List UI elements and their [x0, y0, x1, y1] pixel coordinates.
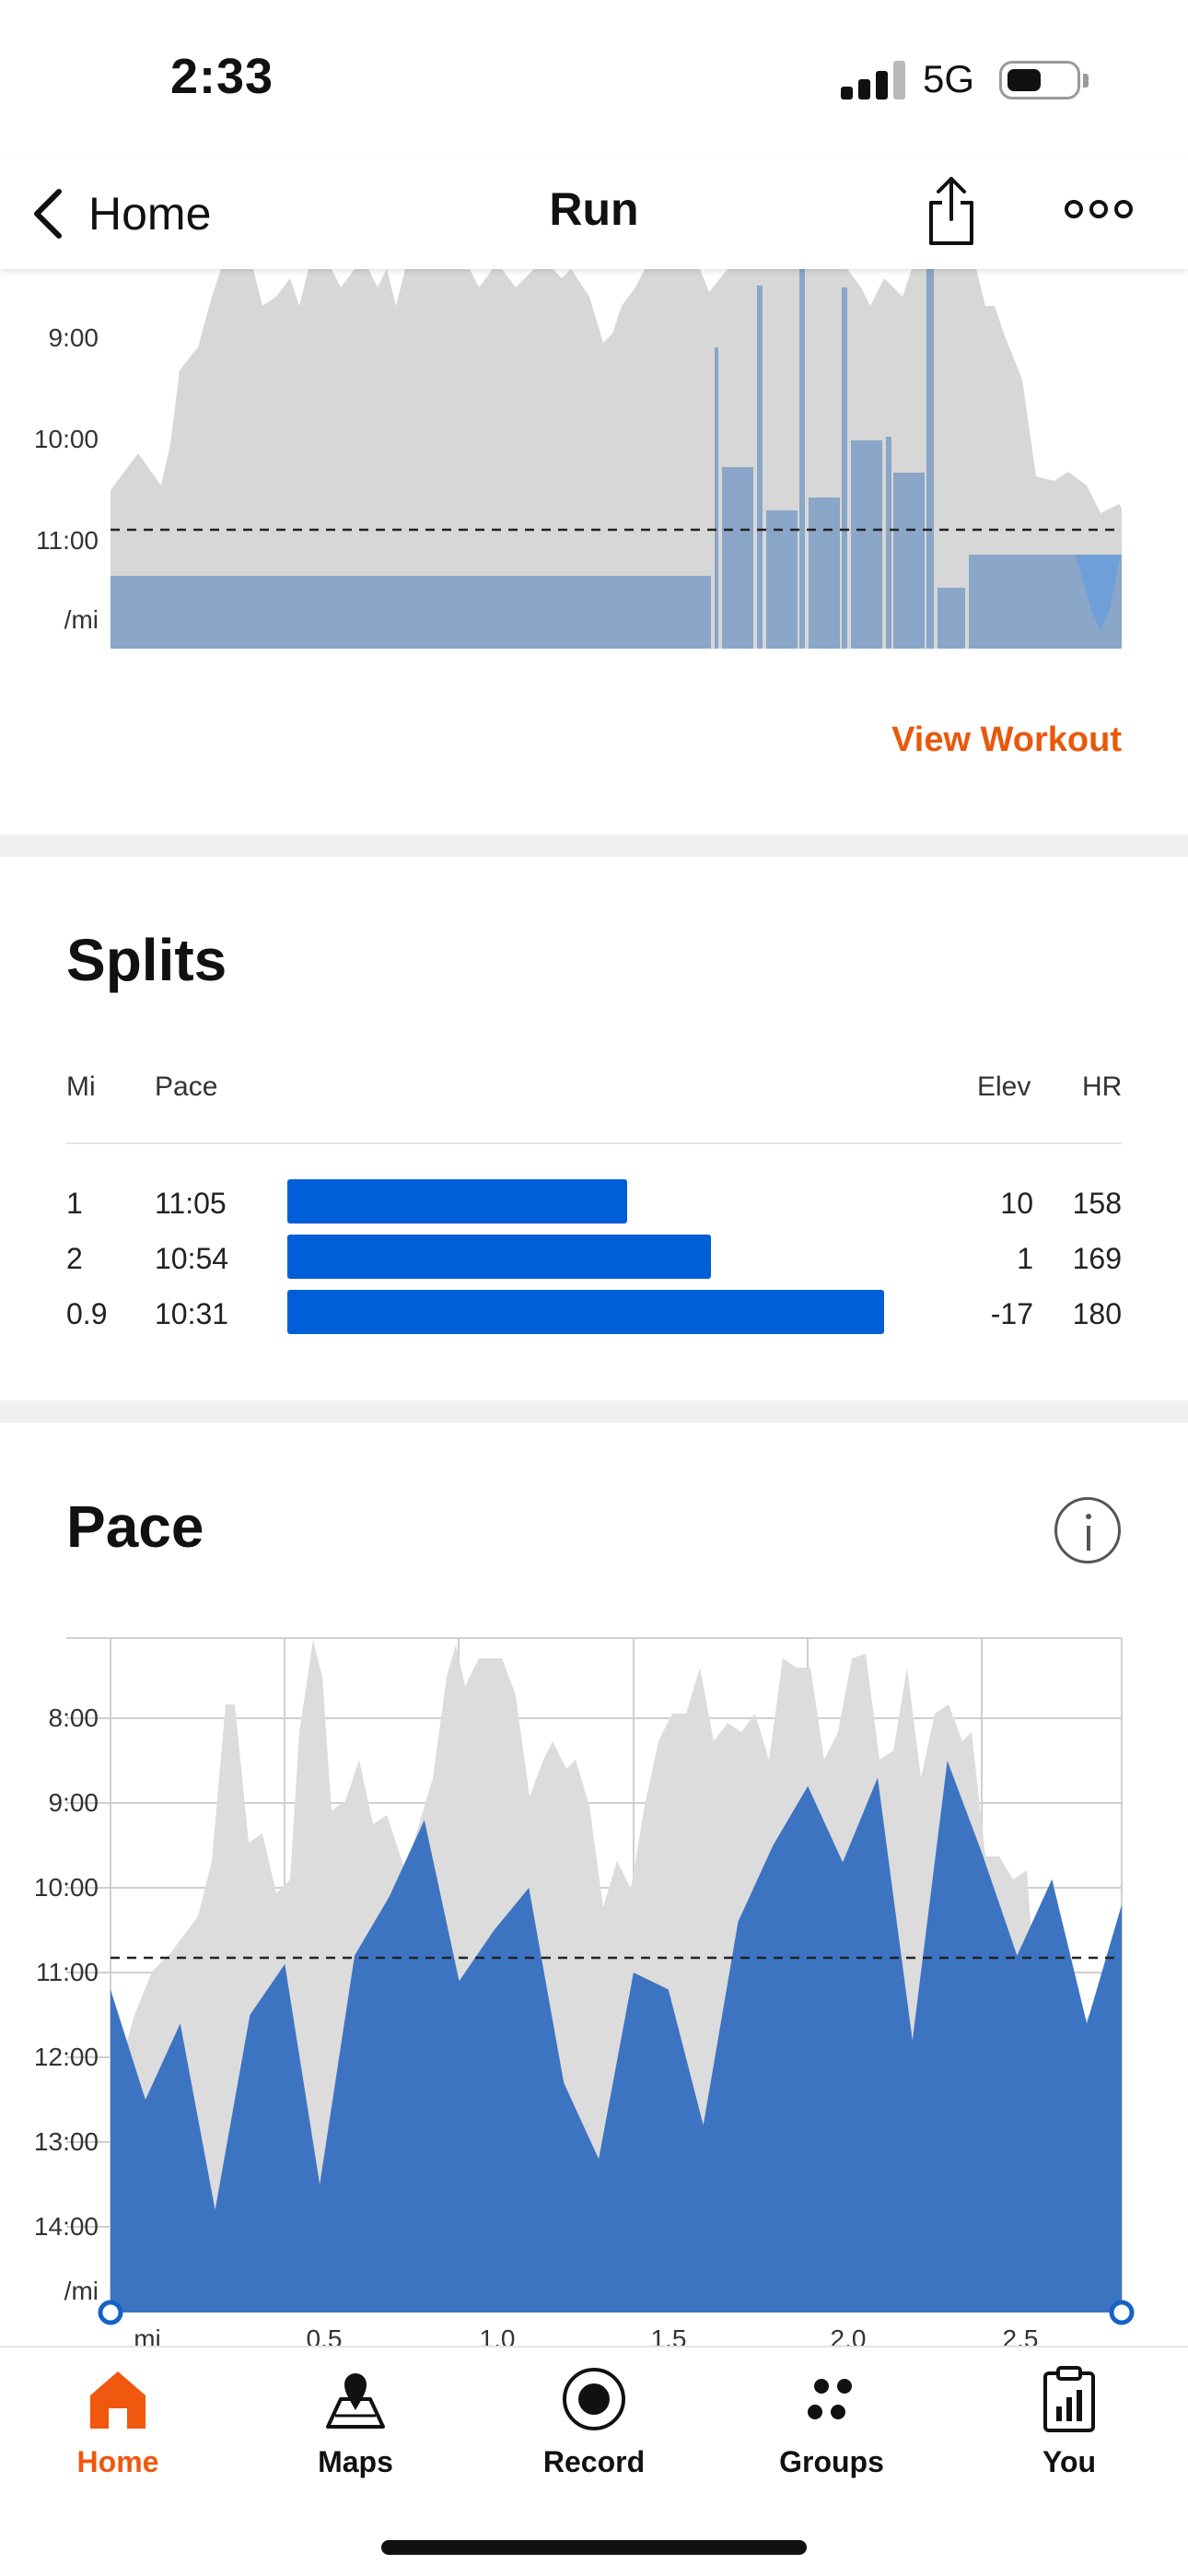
y-tick: 12:00 [34, 2043, 99, 2071]
splits-header-elev: Elev [977, 1071, 1031, 1102]
tab-bar: Home Maps Record Groups [0, 2346, 1188, 2576]
network-label: 5G [923, 57, 975, 100]
y-tick: 11:00 [36, 526, 99, 555]
split-mi: 0.9 [66, 1297, 108, 1330]
pace-chart: 8:00 9:00 10:00 11:00 12:00 13:00 14:00 … [34, 1637, 1135, 2349]
home-indicator [381, 2540, 807, 2555]
tab-label: You [1042, 2445, 1097, 2478]
battery-icon [999, 61, 1080, 100]
tab-label: Maps [318, 2445, 393, 2478]
y-unit-label: /mi [64, 605, 99, 634]
tab-groups[interactable]: Groups [740, 2364, 924, 2502]
y-tick: 9:00 [49, 323, 99, 352]
split-hr: 180 [1072, 1297, 1122, 1330]
y-tick: 14:00 [34, 2212, 99, 2241]
splits-header-mi: Mi [66, 1071, 96, 1102]
x-tick: 2.5 [1003, 2324, 1039, 2349]
splits-header-divider [66, 1142, 1122, 1144]
status-bar: 2:33 5G [0, 0, 1188, 157]
split-elev: 10 [1000, 1187, 1033, 1220]
info-icon[interactable] [1054, 1497, 1121, 1563]
signal-icon [841, 61, 905, 100]
y-tick: 9:00 [49, 1788, 99, 1817]
y-tick: 10:00 [34, 425, 99, 453]
battery-tip [1083, 74, 1089, 88]
splits-header-hr: HR [1082, 1071, 1123, 1102]
tab-label: Groups [779, 2445, 884, 2478]
nav-bar: Home Run [0, 157, 1188, 269]
pace-overview-chart: 9:00 10:00 11:00 /mi [34, 269, 1122, 649]
x-tick: 1.5 [651, 2324, 687, 2349]
x-tick: 1.0 [480, 2324, 516, 2349]
splits-title: Splits [66, 927, 227, 993]
tab-you[interactable]: You [977, 2364, 1161, 2502]
share-icon[interactable] [924, 173, 979, 247]
split-mi: 1 [66, 1187, 83, 1220]
x-tick: 0.5 [307, 2324, 343, 2349]
pace-title: Pace [66, 1493, 204, 1560]
y-unit-label: /mi [64, 2277, 99, 2305]
back-button[interactable]: Home [28, 177, 211, 251]
split-hr: 158 [1072, 1187, 1122, 1220]
section-divider [0, 835, 1188, 857]
split-mi: 2 [66, 1242, 83, 1275]
home-icon [90, 2371, 146, 2429]
split-pace-bar [287, 1179, 627, 1224]
split-pace-bar [287, 1290, 884, 1334]
split-hr: 169 [1072, 1242, 1122, 1275]
split-pace: 10:54 [155, 1242, 229, 1275]
clipboard-chart-icon [1043, 2366, 1095, 2432]
tab-label: Record [542, 2445, 646, 2478]
x-unit-label: mi [134, 2324, 161, 2349]
range-start-handle[interactable] [98, 2300, 123, 2325]
section-divider [0, 1400, 1188, 1423]
tab-maps[interactable]: Maps [263, 2364, 448, 2502]
tab-home[interactable]: Home [26, 2364, 210, 2502]
y-tick: 10:00 [34, 1873, 99, 1902]
back-label: Home [88, 188, 212, 240]
split-pace: 10:31 [155, 1297, 229, 1330]
split-pace: 11:05 [155, 1187, 227, 1220]
splits-header-pace: Pace [155, 1071, 218, 1102]
x-tick: 2.0 [831, 2324, 867, 2349]
map-pin-icon [326, 2373, 385, 2429]
split-elev: 1 [1017, 1242, 1033, 1275]
y-tick: 13:00 [34, 2127, 99, 2156]
record-icon [563, 2368, 625, 2430]
split-row: 0.9 10:31 -17 180 [0, 1290, 1188, 1340]
chevron-left-icon [34, 189, 62, 239]
y-tick: 11:00 [36, 1958, 99, 1986]
split-row: 2 10:54 1 169 [0, 1235, 1188, 1284]
y-tick: 8:00 [49, 1704, 99, 1732]
split-pace-bar [287, 1235, 711, 1279]
range-end-handle[interactable] [1109, 2300, 1135, 2325]
split-row: 1 11:05 10 158 [0, 1179, 1188, 1229]
more-icon[interactable] [1064, 195, 1134, 223]
tab-record[interactable]: Record [502, 2364, 686, 2502]
view-workout-link[interactable]: View Workout [891, 720, 1122, 759]
tab-label: Home [76, 2445, 159, 2478]
split-elev: -17 [990, 1297, 1033, 1330]
status-time: 2:33 [170, 49, 274, 104]
groups-icon [808, 2379, 852, 2419]
